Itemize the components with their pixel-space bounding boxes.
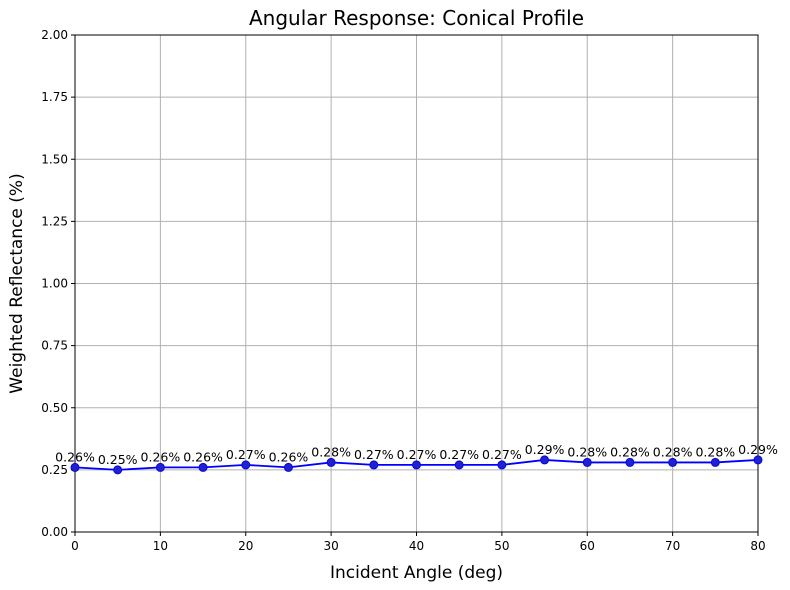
data-label: 0.29%	[738, 442, 778, 457]
x-tick-label: 10	[153, 539, 168, 553]
y-tick-label: 1.75	[41, 90, 68, 104]
x-tick-label: 70	[665, 539, 680, 553]
x-axis-label: Incident Angle (deg)	[330, 563, 503, 583]
data-point	[369, 460, 379, 470]
data-point	[625, 457, 635, 467]
data-point	[540, 455, 550, 465]
data-label: 0.28%	[311, 444, 351, 459]
data-label: 0.26%	[183, 449, 223, 464]
x-tick-label: 80	[750, 539, 765, 553]
y-axis-label: Weighted Reflectance (%)	[7, 173, 27, 393]
series-reflectance	[70, 455, 763, 475]
data-point	[412, 460, 421, 470]
data-label: 0.27%	[482, 447, 522, 462]
x-tick-label: 50	[494, 539, 509, 553]
y-tick-label: 0.25	[41, 463, 68, 477]
data-point	[113, 465, 123, 475]
data-point	[155, 462, 165, 472]
data-point	[241, 460, 251, 470]
chart-title: Angular Response: Conical Profile	[249, 6, 584, 30]
y-axis-ticks: 0.00 0.25 0.50 0.75 1.00 1.25 1.50 1.75 2.00	[41, 28, 75, 539]
data-point	[582, 457, 592, 467]
x-tick-label: 20	[238, 539, 253, 553]
y-tick-label: 2.00	[41, 28, 68, 42]
data-point	[710, 457, 720, 467]
data-label: 0.29%	[525, 442, 565, 457]
data-point	[497, 460, 507, 470]
y-tick-label: 1.50	[41, 152, 68, 166]
data-label: 0.27%	[354, 447, 394, 462]
y-tick-label: 0.00	[41, 525, 68, 539]
data-label: 0.27%	[439, 447, 479, 462]
data-point	[70, 462, 80, 472]
data-label: 0.26%	[55, 449, 95, 464]
x-tick-label: 0	[71, 539, 79, 553]
data-labels: 0.26% 0.25% 0.26% 0.26% 0.27% 0.26% 0.28% 0.27%…	[55, 442, 778, 467]
data-label: 0.27%	[226, 447, 266, 462]
data-point	[753, 455, 763, 465]
y-tick-label: 0.75	[41, 339, 68, 353]
y-tick-label: 0.50	[41, 401, 68, 415]
data-label: 0.28%	[610, 444, 650, 459]
data-label: 0.26%	[141, 449, 181, 464]
data-point	[283, 462, 293, 472]
x-tick-label: 40	[409, 539, 424, 553]
data-label: 0.26%	[269, 449, 309, 464]
data-label: 0.25%	[98, 452, 138, 467]
x-tick-label: 30	[323, 539, 338, 553]
data-point	[668, 457, 678, 467]
y-tick-label: 1.25	[41, 214, 68, 228]
data-label: 0.28%	[567, 444, 607, 459]
x-axis-ticks: 0 10 20 30 40 50 60 70 80	[71, 532, 766, 553]
data-label: 0.28%	[695, 444, 735, 459]
data-label: 0.28%	[653, 444, 693, 459]
y-tick-label: 1.00	[41, 277, 68, 291]
x-tick-label: 60	[580, 539, 595, 553]
data-point	[326, 457, 336, 467]
data-label: 0.27%	[397, 447, 437, 462]
data-point	[454, 460, 464, 470]
data-point	[198, 462, 208, 472]
